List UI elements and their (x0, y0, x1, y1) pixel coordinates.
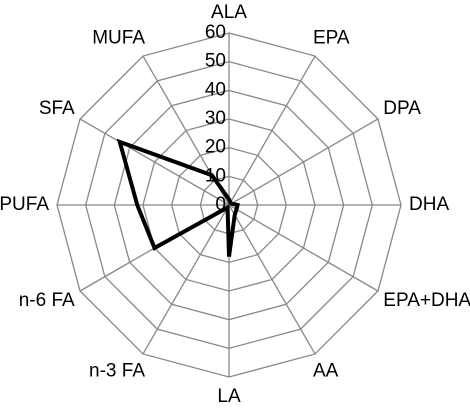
category-label: ALA (211, 2, 247, 23)
axis-spoke (228, 204, 379, 292)
axis-spoke (228, 55, 316, 206)
category-label: DHA (409, 194, 449, 215)
axis-spoke (79, 118, 230, 206)
category-label: n-6 FA (19, 290, 75, 311)
category-label: n-3 FA (89, 360, 145, 381)
category-label: PUFA (0, 194, 49, 215)
y-tick-label: 0 (215, 194, 226, 215)
y-tick-label: 10 (205, 165, 226, 186)
axis-spoke (228, 118, 379, 206)
category-label: AA (313, 360, 339, 381)
y-tick-label: 20 (205, 137, 226, 158)
axis-spoke (142, 204, 230, 355)
series-line (116, 138, 241, 257)
axis-spoke (228, 204, 316, 355)
category-label: EPA+DHA (383, 290, 470, 311)
y-tick-label: 50 (205, 51, 226, 72)
category-label: DPA (383, 98, 421, 119)
category-label: LA (217, 386, 241, 406)
category-label: MUFA (92, 28, 145, 49)
y-tick-label: 60 (205, 22, 226, 43)
category-label: EPA (313, 28, 350, 49)
category-label: SFA (39, 98, 75, 119)
y-tick-label: 30 (205, 108, 226, 129)
y-tick-label: 40 (205, 79, 226, 100)
